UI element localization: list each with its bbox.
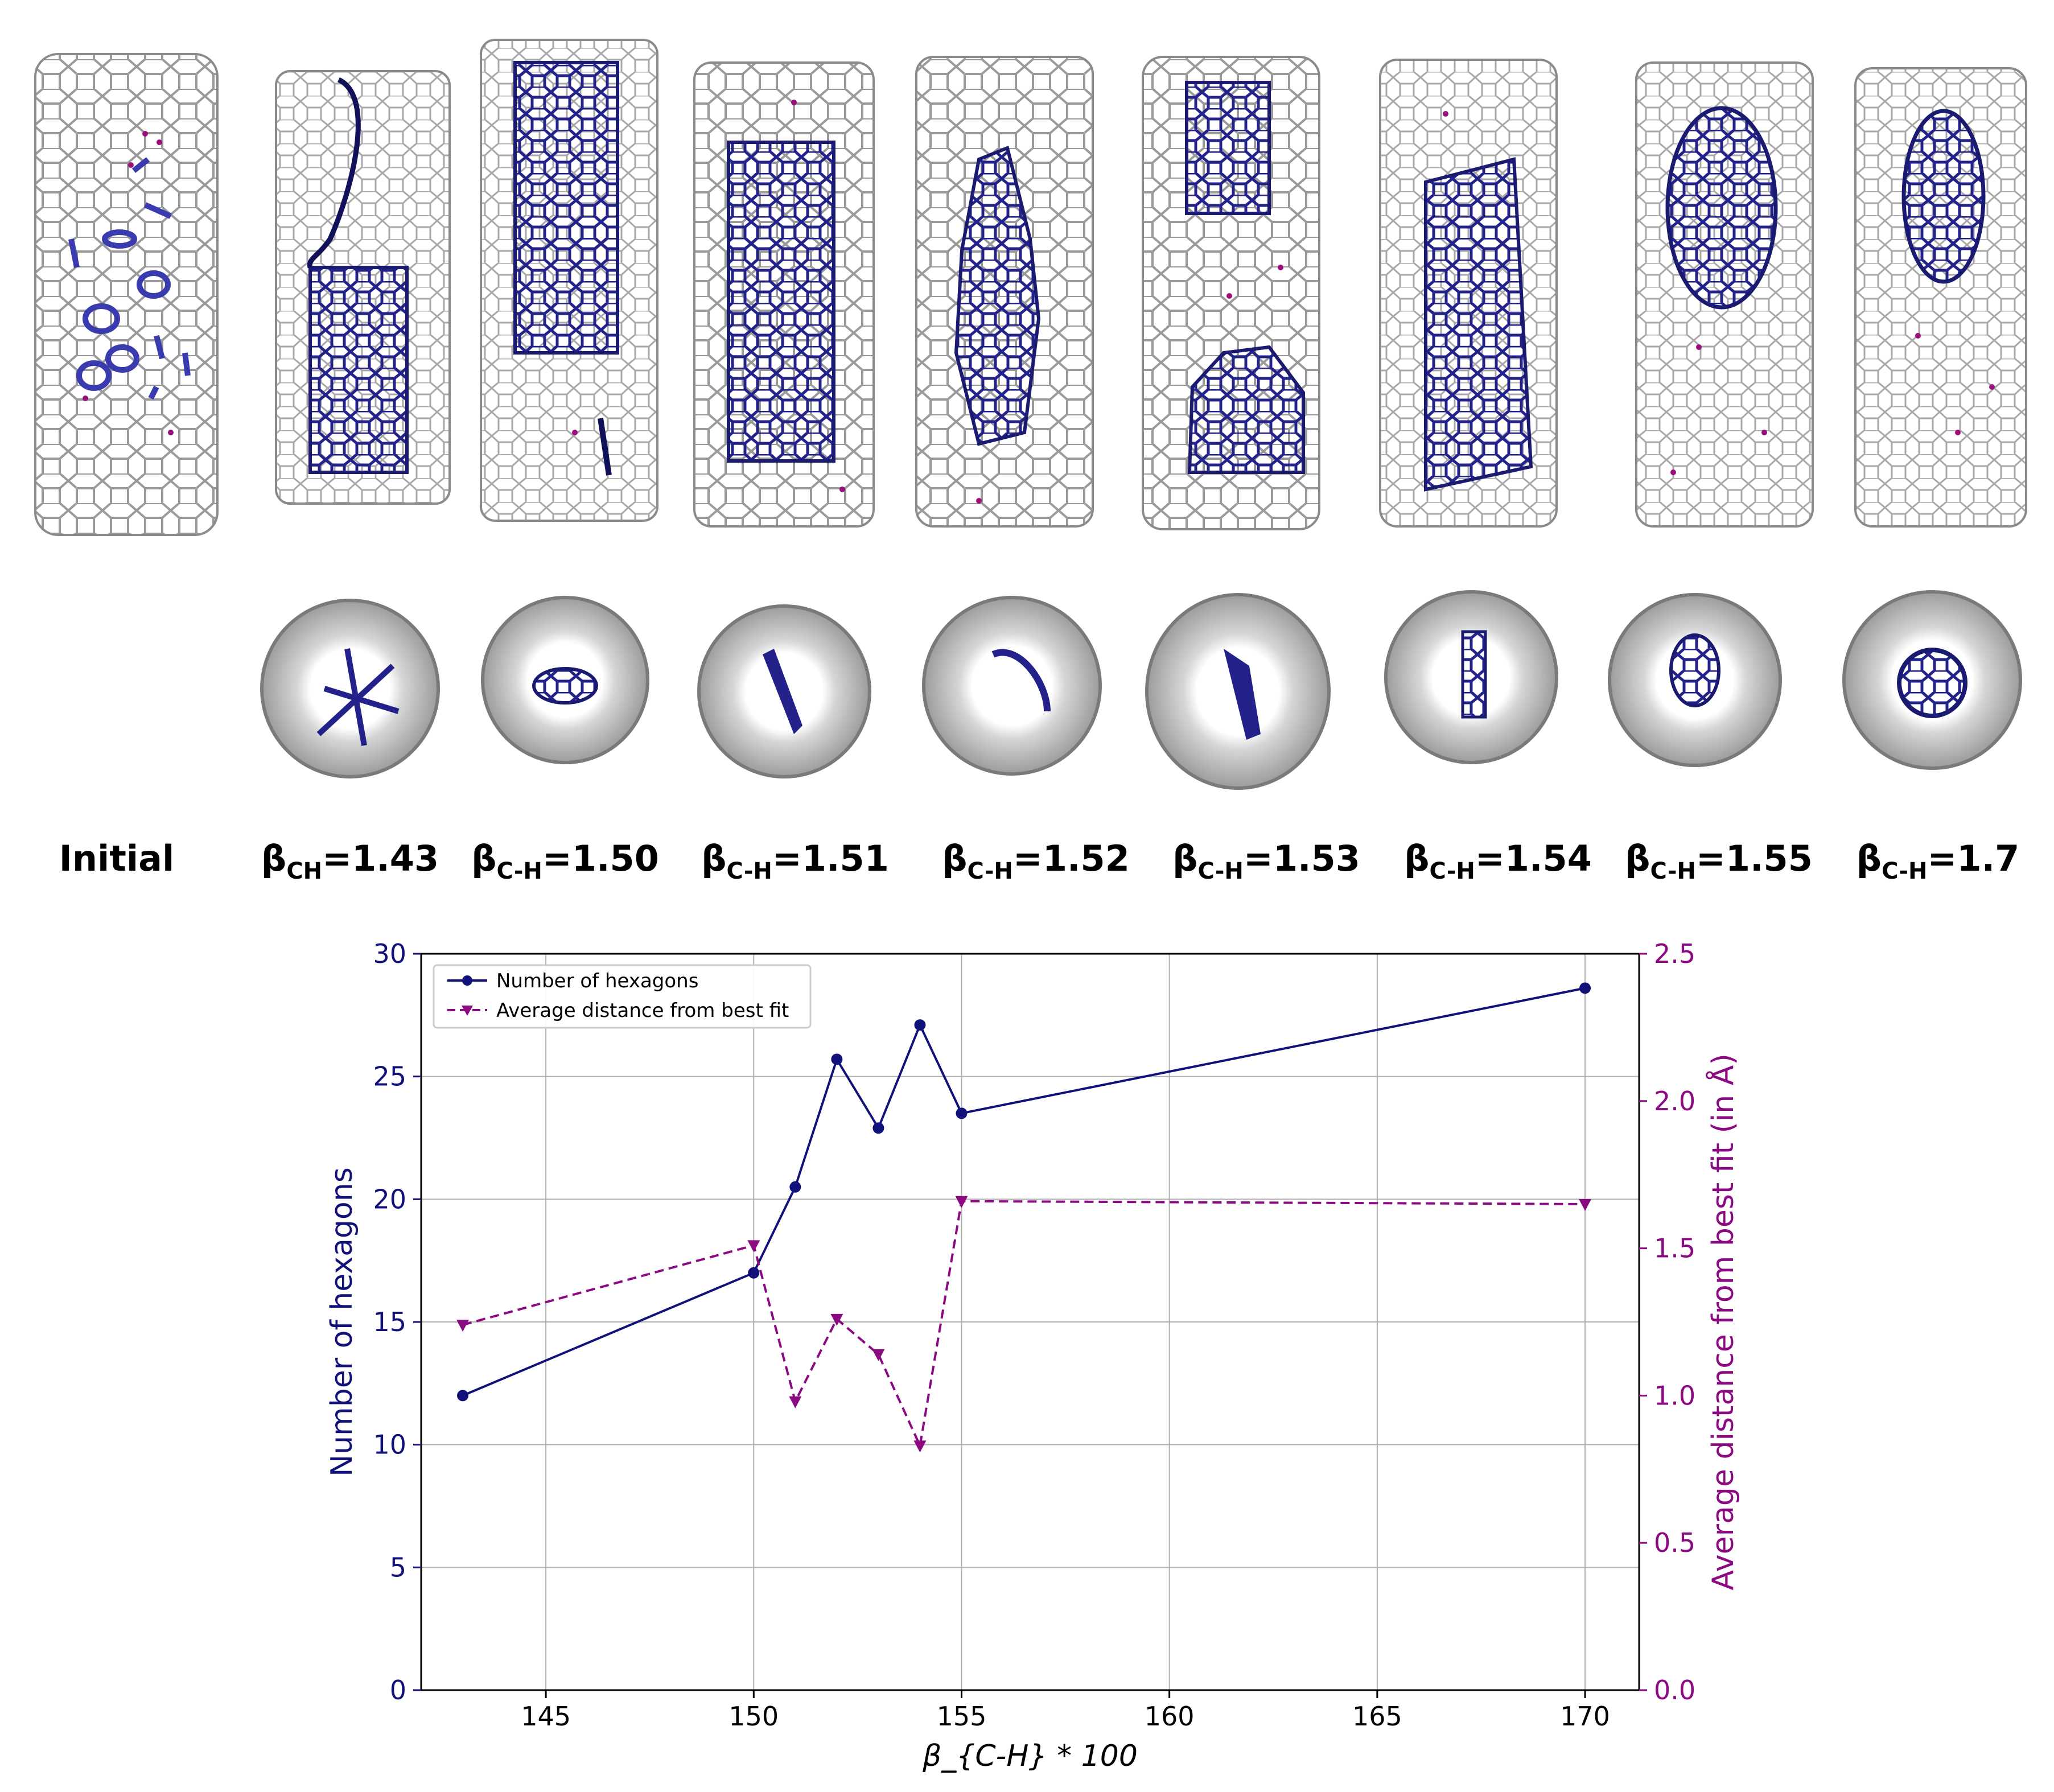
x-tick-label: 165 xyxy=(1352,1701,1402,1732)
x-tick-label: 170 xyxy=(1560,1701,1610,1732)
data-point-distance xyxy=(830,1313,843,1326)
legend-marker-hexagons xyxy=(462,975,472,986)
legend: Number of hexagons Average distance from… xyxy=(433,964,812,1029)
y-right-tick-label: 2.5 xyxy=(1654,938,1695,969)
x-tick-label: 160 xyxy=(1145,1701,1195,1732)
label-beta-1-7: βC-H=1.7 xyxy=(1857,838,2020,884)
legend-label-distance: Average distance from best fit xyxy=(496,999,789,1022)
end-1-52 xyxy=(922,596,1102,776)
y-axis-left-label: Number of hexagons xyxy=(325,1167,359,1477)
x-axis-label: β_{C-H} * 100 xyxy=(922,1739,1138,1773)
y-left-tick-label: 30 xyxy=(373,938,406,969)
end-1-55 xyxy=(1608,593,1782,767)
data-point-hexagons xyxy=(748,1267,760,1279)
x-tick-label: 155 xyxy=(937,1701,987,1732)
legend-label-hexagons: Number of hexagons xyxy=(496,970,698,992)
tube-1-43 xyxy=(275,70,451,505)
legend-marker-distance xyxy=(462,1006,473,1016)
x-tick-label: 145 xyxy=(521,1701,571,1732)
end-1-54 xyxy=(1384,590,1558,764)
y-right-tick-label: 2.0 xyxy=(1654,1086,1695,1117)
y-right-tick-label: 1.0 xyxy=(1654,1380,1695,1411)
axis-ticks: 145 150 155 160 165 170 0 5 10 15 20 25 30 0.0 0.5 1.0 1… xyxy=(373,938,1695,1732)
data-point-hexagons xyxy=(872,1122,884,1134)
grid xyxy=(421,953,1639,1691)
tube-1-7 xyxy=(1854,67,2027,528)
data-point-distance xyxy=(789,1396,802,1408)
y-right-tick-label: 0.0 xyxy=(1654,1675,1695,1706)
x-tick-label: 150 xyxy=(728,1701,779,1732)
tube-1-55 xyxy=(1635,61,1814,528)
end-1-43 xyxy=(260,599,440,778)
nanotube-side-views xyxy=(34,39,2027,536)
tube-1-50 xyxy=(480,39,658,522)
end-1-51 xyxy=(697,604,871,778)
data-point-distance xyxy=(456,1320,470,1332)
data-point-distance xyxy=(955,1196,968,1208)
data-point-hexagons xyxy=(789,1181,801,1193)
y-left-tick-label: 0 xyxy=(390,1675,406,1706)
nanotube-end-views xyxy=(260,590,2022,790)
data-point-hexagons xyxy=(831,1053,843,1065)
y-left-tick-label: 15 xyxy=(373,1307,406,1337)
data-point-distance xyxy=(1579,1198,1592,1211)
series-line-distance xyxy=(462,1200,1586,1450)
y-right-tick-label: 0.5 xyxy=(1654,1527,1695,1558)
hydrogen-dots xyxy=(83,100,1995,504)
legend-box xyxy=(433,964,812,1029)
label-beta-1-52: βC-H=1.52 xyxy=(942,838,1130,884)
y-left-tick-label: 25 xyxy=(373,1061,406,1092)
y-right-tick-label: 1.5 xyxy=(1654,1233,1695,1264)
end-1-53 xyxy=(1145,593,1331,790)
series xyxy=(456,982,1592,1453)
data-point-distance xyxy=(747,1240,760,1253)
tube-1-51 xyxy=(693,61,875,528)
data-point-hexagons xyxy=(956,1107,968,1119)
data-point-hexagons xyxy=(1579,982,1591,994)
label-beta-1-51: βC-H=1.51 xyxy=(701,838,889,884)
series-line-hexagons xyxy=(462,987,1586,1397)
tube-1-53 xyxy=(1142,56,1320,530)
panel-labels: Initial βCH=1.43 βC-H=1.50 βC-H=1.51 βC-… xyxy=(59,838,2019,884)
data-point-distance xyxy=(872,1349,885,1361)
tube-1-52 xyxy=(915,56,1094,528)
line-chart: 145 150 155 160 165 170 0 5 10 15 20 25 30 0.0 0.5 1.0 1… xyxy=(325,938,1740,1773)
tube-1-54 xyxy=(1379,59,1558,528)
label-beta-1-55: βC-H=1.55 xyxy=(1625,838,1813,884)
end-1-7 xyxy=(1842,590,2022,770)
end-1-50 xyxy=(481,596,649,764)
label-beta-1-50: βC-H=1.50 xyxy=(471,838,659,884)
label-beta-1-53: βC-H=1.53 xyxy=(1172,838,1360,884)
data-point-hexagons xyxy=(914,1019,926,1031)
label-beta-1-54: βC-H=1.54 xyxy=(1404,838,1592,884)
y-left-tick-label: 5 xyxy=(390,1552,406,1583)
label-beta-1-43: βCH=1.43 xyxy=(261,838,439,884)
data-point-hexagons xyxy=(457,1390,469,1402)
tube-initial xyxy=(34,53,219,536)
y-axis-right-label: Average distance from best fit (in Å) xyxy=(1705,1053,1740,1590)
data-point-distance xyxy=(913,1440,927,1453)
y-left-tick-label: 20 xyxy=(373,1184,406,1214)
y-left-tick-label: 10 xyxy=(373,1430,406,1460)
label-initial: Initial xyxy=(59,838,174,879)
